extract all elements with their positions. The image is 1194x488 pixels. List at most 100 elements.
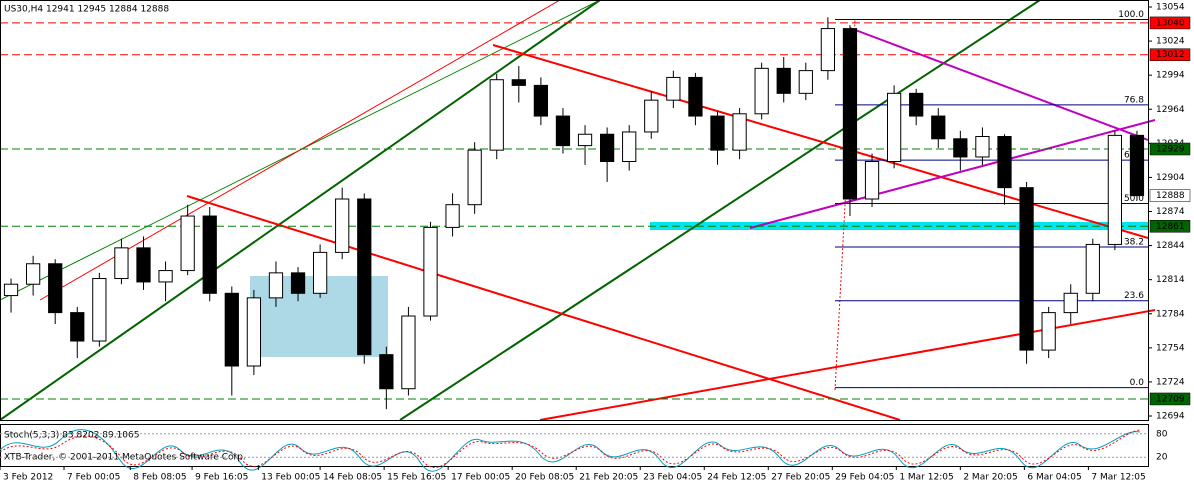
candle-body <box>1019 187 1034 351</box>
y-tick-label: 12844 <box>1156 241 1185 251</box>
candle-body <box>1085 243 1100 294</box>
fib-label: 23.6 <box>1124 291 1144 301</box>
price-label-box <box>1149 142 1191 156</box>
candle-body <box>445 204 460 228</box>
price-label: 13040 <box>1156 18 1185 28</box>
y-tick-label: 12874 <box>1156 207 1185 217</box>
candle-body <box>953 138 968 158</box>
x-tick-label: 17 Feb 00:05 <box>451 473 510 483</box>
candle-body <box>997 136 1012 189</box>
candle-body <box>732 113 747 151</box>
candle-body <box>224 292 239 367</box>
candle-body <box>1129 134 1145 197</box>
candle-body <box>776 67 791 94</box>
candle-body <box>511 79 526 86</box>
candle-body <box>599 133 615 163</box>
candle-body <box>864 161 880 200</box>
candle-body <box>335 198 350 253</box>
plot-frame <box>0 0 1149 421</box>
stoch-tick-label: 80 <box>1156 429 1168 439</box>
candle-body <box>555 115 571 147</box>
price-label: 12861 <box>1156 222 1185 232</box>
candle-body <box>70 312 85 342</box>
y-tick-label: 12994 <box>1156 71 1185 81</box>
price-label: 13012 <box>1156 50 1185 60</box>
candle-body <box>202 215 217 294</box>
candle-body <box>357 198 372 356</box>
channel <box>0 0 601 421</box>
fib-label: 0.0 <box>1130 378 1145 388</box>
x-tick-label: 2 Mar 20:05 <box>963 473 1017 483</box>
price-label-box <box>1149 392 1191 406</box>
x-tick-label: 23 Feb 04:05 <box>643 473 702 483</box>
price-label: 12888 <box>1156 191 1185 201</box>
candle-body <box>931 115 946 140</box>
candle-body <box>644 99 659 133</box>
candle-body <box>688 76 703 117</box>
fib-label: 76.8 <box>1124 95 1144 105</box>
stoch-frame <box>0 424 1149 467</box>
candle-body <box>820 28 836 72</box>
x-tick-label: 9 Feb 16:05 <box>195 473 248 483</box>
trend-line <box>492 44 1149 239</box>
candle-body <box>467 149 482 206</box>
candle-body <box>401 315 416 390</box>
candle-body <box>666 76 681 101</box>
x-tick-label: 3 Feb 2012 <box>3 473 53 483</box>
candle-body <box>423 226 438 317</box>
fib-label: 50.0 <box>1124 194 1144 204</box>
candle-body <box>1107 134 1123 245</box>
candle-body <box>25 263 41 285</box>
candle-body <box>909 92 924 117</box>
candle-body <box>180 215 195 272</box>
candle-body <box>92 278 107 342</box>
candle-body <box>489 79 504 151</box>
candle-body <box>312 251 328 294</box>
fib-label: 100.0 <box>1118 10 1144 20</box>
candle-body <box>754 67 769 115</box>
candle-body <box>158 270 173 283</box>
x-tick-label: 6 Mar 04:05 <box>1027 473 1081 483</box>
x-tick-label: 27 Feb 20:05 <box>771 473 830 483</box>
y-tick-label: 12964 <box>1156 105 1185 115</box>
candle-body <box>268 272 284 299</box>
chart-title: US30,H4 12941 12945 12884 12888 <box>4 5 169 15</box>
x-tick-label: 20 Feb 08:05 <box>515 473 574 483</box>
y-tick-label: 12784 <box>1156 309 1185 319</box>
price-label-box <box>1149 220 1191 233</box>
y-tick-label: 12904 <box>1156 173 1185 183</box>
x-tick-label: 1 Mar 12:05 <box>899 473 953 483</box>
candle-body <box>577 133 593 147</box>
x-tick-label: 7 Mar 12:05 <box>1091 473 1145 483</box>
x-tick-label: 8 Feb 08:05 <box>133 473 186 483</box>
candle-body <box>3 283 19 297</box>
candle-body <box>710 115 725 151</box>
x-tick-label: 7 Feb 00:05 <box>67 473 120 483</box>
trend-line <box>749 119 1156 229</box>
y-tick-label: 12694 <box>1156 412 1185 422</box>
x-tick-label: 21 Feb 20:05 <box>579 473 638 483</box>
candle-body <box>975 136 990 158</box>
price-label-box <box>1149 189 1191 202</box>
x-tick-label: 14 Feb 08:05 <box>323 473 382 483</box>
stoch-main <box>0 429 1141 472</box>
candle-body <box>246 297 262 367</box>
candle-body <box>533 84 549 117</box>
trend-line <box>186 195 901 421</box>
zone <box>650 222 1148 230</box>
candle-body <box>1063 292 1078 314</box>
y-tick-label: 12724 <box>1156 377 1185 387</box>
price-label: 12709 <box>1156 394 1185 404</box>
candle-body <box>114 247 129 280</box>
x-tick-label: 24 Feb 12:05 <box>707 473 766 483</box>
price-label-box <box>1149 16 1191 30</box>
candle-body <box>1041 312 1056 351</box>
stoch-label: Stoch(5,3,3) 83.8202 89.1065 <box>4 431 139 441</box>
price-label-box <box>1149 48 1191 61</box>
trend-line <box>849 27 1149 141</box>
candle-body <box>622 131 637 163</box>
x-tick-label: 29 Feb 04:05 <box>835 473 894 483</box>
stoch-tick-label: 20 <box>1156 453 1168 463</box>
